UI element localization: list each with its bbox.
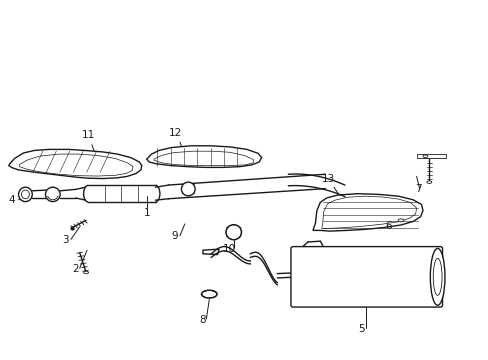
Ellipse shape — [397, 219, 403, 222]
Text: 11: 11 — [81, 130, 95, 140]
Text: 5: 5 — [358, 324, 365, 334]
Polygon shape — [88, 185, 155, 202]
Text: 10: 10 — [223, 244, 236, 254]
Text: 4: 4 — [9, 195, 16, 205]
Text: 3: 3 — [61, 235, 68, 245]
Ellipse shape — [19, 187, 32, 202]
Text: 7: 7 — [414, 184, 421, 194]
Text: 1: 1 — [143, 208, 150, 218]
Ellipse shape — [225, 225, 241, 240]
Polygon shape — [416, 154, 445, 158]
Ellipse shape — [45, 187, 60, 202]
Text: 2: 2 — [72, 264, 79, 274]
Text: 13: 13 — [321, 174, 335, 184]
Ellipse shape — [432, 258, 441, 295]
Polygon shape — [203, 249, 219, 255]
Polygon shape — [146, 146, 261, 167]
Ellipse shape — [201, 290, 217, 298]
Text: 8: 8 — [199, 315, 206, 325]
Text: 6: 6 — [385, 221, 391, 231]
Ellipse shape — [181, 182, 195, 196]
Text: 12: 12 — [168, 127, 182, 138]
Polygon shape — [9, 149, 142, 179]
FancyBboxPatch shape — [290, 247, 442, 307]
Polygon shape — [312, 194, 422, 231]
Ellipse shape — [426, 181, 431, 183]
Text: 9: 9 — [171, 231, 178, 241]
Ellipse shape — [429, 248, 444, 305]
